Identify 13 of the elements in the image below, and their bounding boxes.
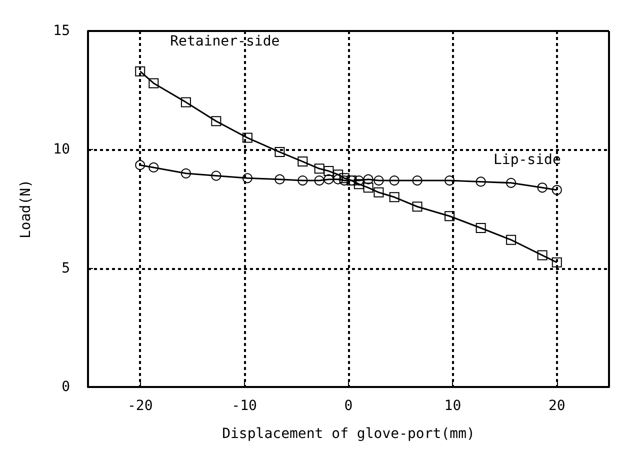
y-tick-label: 5	[62, 260, 70, 276]
x-tick-label: -10	[232, 398, 257, 414]
text: Retainer-side	[170, 33, 280, 50]
x-tick-label: 10	[444, 398, 462, 414]
x-tick-label: 20	[548, 398, 566, 414]
y-tick-label: 10	[53, 142, 70, 158]
x-tick-label: -20	[127, 398, 153, 414]
y-tick-label: 0	[62, 379, 70, 395]
x-tick-label: 0	[344, 398, 353, 414]
x-axis-title: Displacement of glove-port(mm)	[222, 426, 475, 442]
y-axis-title: Load(N)	[18, 179, 34, 239]
y-tick-label: 15	[53, 23, 70, 39]
series-label: Lip-side	[493, 152, 561, 168]
